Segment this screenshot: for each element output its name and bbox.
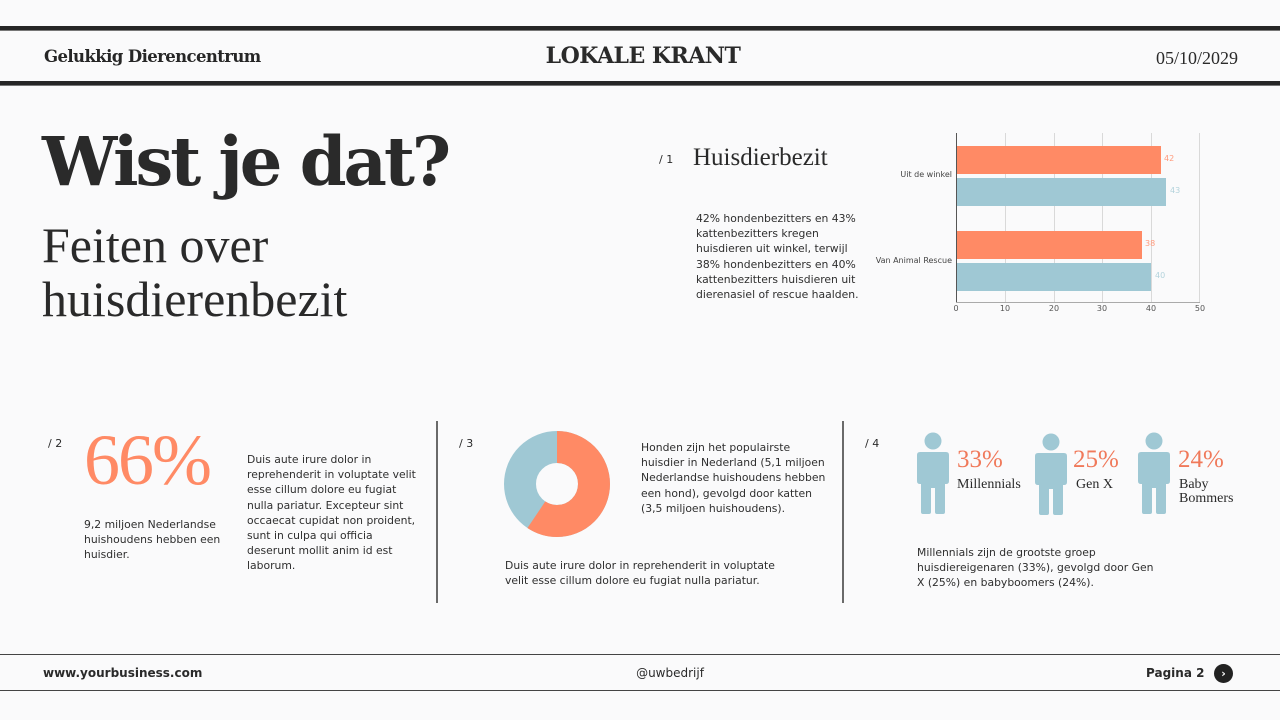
generation-pct: 24% [1178, 446, 1224, 473]
header-rule-bottom [0, 81, 1280, 86]
bar-value: 38 [1145, 239, 1156, 248]
section3-caption: Duis aute irure dolor in reprehenderit i… [505, 559, 775, 588]
generation-label: Gen X [1076, 477, 1113, 492]
section4-text: Millennials zijn de grootste groep huisd… [917, 546, 1154, 590]
brand-name: Gelukkig Dierencentrum [44, 47, 261, 66]
category-label: Uit de winkel [900, 170, 952, 179]
x-tick: 30 [1096, 304, 1108, 313]
section-title-huisdierbezit: Huisdierbezit [693, 144, 828, 171]
bar-dogs-rescue [957, 231, 1142, 259]
footer-rule-top [0, 654, 1280, 655]
generation-label: Millennials [957, 477, 1021, 492]
section-number-1: / 1 [659, 153, 674, 166]
section-number-2: / 2 [48, 437, 63, 450]
page-subtitle: Feiten over huisdierenbezit [42, 217, 348, 327]
bar-dogs-shop [957, 146, 1161, 174]
bar-cats-shop [957, 178, 1166, 206]
generation-label: Baby Bommers [1179, 477, 1234, 506]
generation-pct: 25% [1073, 446, 1119, 473]
section1-text: 42% hondenbezitters en 43% kattenbezitte… [696, 212, 859, 302]
gridline [1054, 133, 1055, 302]
bar-value: 40 [1155, 271, 1166, 280]
x-tick: 10 [999, 304, 1011, 313]
bar-cats-rescue [957, 263, 1151, 291]
next-page-button[interactable]: › [1214, 664, 1233, 683]
page-title: Wist je dat? [42, 122, 451, 201]
bar-value: 42 [1164, 154, 1175, 163]
masthead-title: LOKALE KRANT [545, 43, 741, 69]
section3-text: Honden zijn het populairste huisdier in … [641, 441, 826, 515]
header-rule-top [0, 26, 1280, 31]
x-tick: 50 [1194, 304, 1206, 313]
y-axis [956, 133, 957, 302]
footer-website-link[interactable]: www.yourbusiness.com [43, 666, 203, 680]
chevron-right-icon: › [1221, 667, 1226, 680]
bar-value: 43 [1170, 186, 1181, 195]
person-icon [917, 432, 949, 514]
section-number-3: / 3 [459, 437, 474, 450]
gridline [1199, 133, 1200, 302]
gridline [1102, 133, 1103, 302]
section2-text: Duis aute irure dolor in reprehenderit i… [247, 453, 416, 573]
pets-donut-chart [504, 431, 610, 537]
section-number-4: / 4 [865, 437, 880, 450]
person-icon [1138, 432, 1170, 514]
x-axis [956, 302, 1200, 303]
big-stat-value: 66% [84, 420, 212, 500]
column-divider [436, 421, 438, 603]
generation-pct: 33% [957, 446, 1003, 473]
page-number: Pagina 2 [1146, 666, 1205, 680]
category-label: Van Animal Rescue [875, 256, 952, 265]
column-divider [842, 421, 844, 603]
x-tick: 20 [1048, 304, 1060, 313]
stat-caption: 9,2 miljoen Nederlandse huishoudens hebb… [84, 518, 221, 562]
gridline [1151, 133, 1152, 302]
issue-date: 05/10/2029 [1155, 48, 1238, 68]
gridline [1005, 133, 1006, 302]
x-tick: 0 [953, 304, 959, 313]
footer-social-handle: @uwbedrijf [636, 666, 704, 680]
footer-rule-bottom [0, 690, 1280, 691]
x-tick: 40 [1145, 304, 1157, 313]
person-icon [1035, 433, 1067, 515]
